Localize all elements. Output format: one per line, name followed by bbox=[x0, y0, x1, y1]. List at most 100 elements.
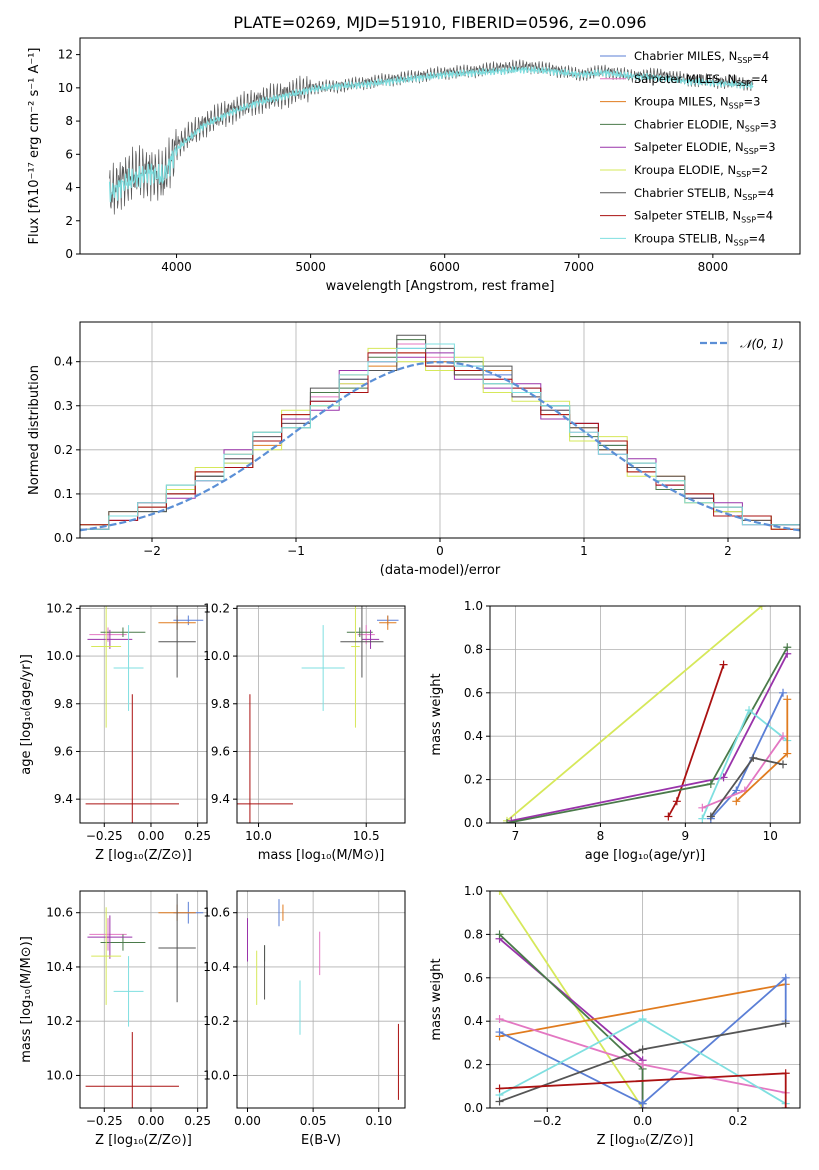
weight-line bbox=[499, 975, 787, 1105]
axes-frame bbox=[489, 890, 801, 1109]
legend-model: Kroupa ELODIE, N bbox=[634, 163, 736, 177]
errorbar-point bbox=[346, 627, 373, 637]
panel-age_vs_Z: −0.25 0.00 0.25 9.4 9.6 9.8 10.0 10.2 Z [log₁₀(Z… bbox=[19, 601, 211, 863]
legend-n: =4 bbox=[757, 186, 774, 200]
weight-marker bbox=[745, 706, 754, 715]
y-tick-label: 0.0 bbox=[464, 1101, 483, 1115]
x-tick-label: 6000 bbox=[429, 260, 460, 274]
errorbar-point bbox=[379, 615, 397, 630]
y-tick-label: 0.8 bbox=[464, 642, 483, 656]
y-axis-label: Normed distribution bbox=[27, 365, 42, 495]
x-tick-label: 0.0 bbox=[633, 1114, 652, 1128]
x-tick-label: 0.00 bbox=[138, 829, 165, 843]
legend-n: =3 bbox=[759, 140, 776, 154]
legend-model: Kroupa STELIB, N bbox=[634, 231, 734, 245]
errorbar-point bbox=[351, 606, 360, 728]
x-tick-label: 9 bbox=[682, 829, 690, 843]
legend-ssp: SSP bbox=[737, 56, 752, 65]
weight-marker bbox=[781, 973, 790, 982]
plot-area-mass_vs_ebv bbox=[247, 899, 399, 1100]
y-tick-label: 1.0 bbox=[464, 599, 483, 613]
legend-ssp: SSP bbox=[741, 216, 756, 225]
weight-marker bbox=[779, 760, 788, 769]
y-axis-label: age [log₁₀(age/yr)] bbox=[19, 654, 34, 775]
y-tick-label: 9.4 bbox=[54, 792, 73, 806]
y-tick-label: 12 bbox=[58, 48, 73, 62]
y-tick-label: 0 bbox=[65, 247, 73, 261]
y-axis-label: mass weight bbox=[429, 673, 444, 755]
y-tick-label: 10.2 bbox=[46, 601, 73, 615]
legend-ssp: SSP bbox=[736, 170, 751, 179]
legend-model: Salpeter ELODIE, N bbox=[634, 140, 744, 154]
weight-marker bbox=[783, 695, 792, 704]
y-tick-label: 4 bbox=[65, 181, 73, 195]
y-tick-label: 9.8 bbox=[54, 697, 73, 711]
y-tick-label: 10.0 bbox=[203, 649, 230, 663]
weight-line bbox=[506, 606, 763, 822]
weight-marker bbox=[781, 1104, 790, 1108]
x-axis-label: Z [log₁₀(Z/Z⊙)] bbox=[597, 1133, 694, 1148]
errorbar-point bbox=[158, 893, 196, 1003]
weight-marker bbox=[698, 803, 707, 812]
x-tick-label: −1 bbox=[287, 544, 305, 558]
y-tick-label: 1.0 bbox=[464, 884, 483, 898]
weight-marker bbox=[783, 643, 792, 652]
legend-label: Salpeter MILES, NSSP=4 bbox=[634, 72, 768, 88]
y-tick-label: 10.4 bbox=[203, 960, 230, 974]
legend-ssp: SSP bbox=[736, 79, 751, 88]
legend-ssp: SSP bbox=[729, 102, 744, 111]
weight-marker bbox=[495, 1015, 504, 1024]
y-tick-label: 0.2 bbox=[464, 773, 483, 787]
legend-n: =2 bbox=[751, 163, 768, 177]
weight-marker bbox=[664, 812, 673, 821]
errorbar-point bbox=[87, 915, 133, 959]
legend-model: Salpeter MILES, N bbox=[634, 72, 736, 86]
plot-area-weight_vs_Z bbox=[495, 891, 790, 1108]
legend-n: =4 bbox=[756, 209, 773, 223]
legend-label: Kroupa ELODIE, NSSP=2 bbox=[634, 163, 768, 179]
panel-weight_vs_age: 7 8 9 10 0.0 0.2 0.4 0.6 0.8 1.0 age [log₁₀(age/yr… bbox=[429, 599, 801, 863]
y-tick-label: 0.3 bbox=[54, 399, 73, 413]
x-tick-label: −0.2 bbox=[533, 1114, 562, 1128]
y-tick-label: 0.0 bbox=[54, 531, 73, 545]
y-axis-label: mass weight bbox=[429, 958, 444, 1040]
y-tick-label: 8 bbox=[65, 114, 73, 128]
legend: 𝒩(0, 1) bbox=[700, 337, 784, 351]
series-line-model bbox=[108, 65, 754, 203]
x-tick-label: 0.25 bbox=[184, 1114, 211, 1128]
y-tick-label: 10.6 bbox=[46, 906, 73, 920]
panel-mass_vs_Z: −0.25 0.00 0.25 10.0 10.2 10.4 10.6 Z [log₁₀(Z/… bbox=[19, 890, 211, 1148]
legend-label: Salpeter STELIB, NSSP=4 bbox=[634, 209, 773, 225]
x-tick-label: 0.25 bbox=[184, 829, 211, 843]
x-tick-label: 8 bbox=[597, 829, 605, 843]
y-tick-label: 0.4 bbox=[54, 355, 73, 369]
y-tick-label: 0.6 bbox=[464, 686, 483, 700]
x-tick-label: 1 bbox=[580, 544, 588, 558]
y-tick-label: 0.2 bbox=[54, 443, 73, 457]
y-tick-label: 0.0 bbox=[464, 816, 483, 830]
plot-area-residuals bbox=[80, 334, 800, 538]
errorbar-point bbox=[85, 694, 179, 823]
legend-label: Salpeter ELODIE, NSSP=3 bbox=[634, 140, 776, 156]
errorbar-point bbox=[158, 606, 196, 678]
legend-label: 𝒩(0, 1) bbox=[740, 337, 784, 351]
x-tick-label: 0 bbox=[436, 544, 444, 558]
errorbar-point bbox=[100, 627, 146, 637]
y-tick-label: 9.8 bbox=[211, 697, 230, 711]
errorbar-point bbox=[361, 629, 380, 649]
weight-marker bbox=[779, 732, 788, 741]
legend-n: =4 bbox=[749, 231, 766, 245]
weight-marker bbox=[638, 1045, 647, 1054]
weight-marker bbox=[638, 1099, 647, 1108]
axes-frame bbox=[79, 605, 208, 824]
x-tick-label: 8000 bbox=[698, 260, 729, 274]
x-axis-label: E(B-V) bbox=[301, 1133, 341, 1148]
errorbar-point bbox=[85, 1032, 179, 1108]
legend-ssp: SSP bbox=[734, 238, 749, 247]
legend-model: Chabrier ELODIE, N bbox=[634, 117, 745, 131]
panel-weight_vs_Z: −0.2 0.0 0.2 0.0 0.2 0.4 0.6 0.8 1.0 Z [log₁₀(Z/Z… bbox=[429, 884, 801, 1148]
y-tick-label: 0.8 bbox=[464, 927, 483, 941]
